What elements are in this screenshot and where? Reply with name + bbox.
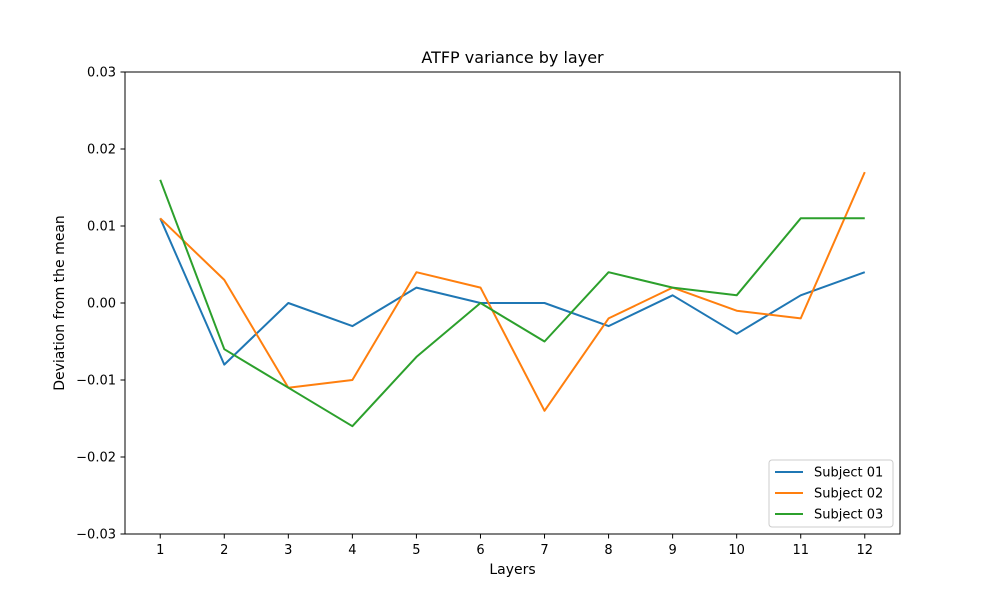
x-tick-label-6: 6: [476, 543, 484, 558]
y-tick-label-1: −0.02: [76, 451, 116, 466]
y-tick-label-0: −0.03: [76, 528, 116, 543]
series-line-2: [159, 171, 866, 412]
legend-label-3: Subject 03: [814, 508, 883, 523]
y-axis-label: Deviation from the mean: [52, 215, 68, 391]
x-axis-label: Layers: [489, 562, 535, 578]
x-tick-label-8: 8: [604, 543, 612, 558]
series-line-1: [159, 217, 866, 366]
y-tick-label-2: −0.01: [76, 374, 116, 389]
x-tick-label-9: 9: [668, 543, 676, 558]
y-tick-label-6: 0.03: [87, 66, 116, 81]
legend-box: [768, 459, 894, 528]
x-tick-label-4: 4: [348, 543, 356, 558]
x-tick-label-7: 7: [540, 543, 548, 558]
series-line-3: [159, 179, 865, 428]
legend: Subject 01 Subject 02 Subject 03: [768, 459, 894, 528]
y-tick-label-4: 0.01: [87, 220, 116, 235]
x-tick-label-10: 10: [728, 543, 745, 558]
y-tick-label-5: 0.02: [87, 143, 116, 158]
x-tick-label-2: 2: [220, 543, 228, 558]
x-tick-label-1: 1: [156, 543, 164, 558]
legend-label-1: Subject 01: [814, 466, 883, 481]
y-tick-label-3: 0.00: [87, 297, 116, 312]
axes: 1 2 3 4 5 6 7 8 9 10 11 12−0.03−0.02−0.010.000.010.…: [76, 66, 901, 558]
x-tick-label-5: 5: [412, 543, 420, 558]
x-tick-label-11: 11: [792, 543, 809, 558]
x-tick-label-3: 3: [284, 543, 292, 558]
legend-label-2: Subject 02: [814, 487, 883, 502]
plot-area: [159, 171, 866, 428]
chart-title: ATFP variance by layer: [421, 48, 604, 67]
x-tick-label-12: 12: [856, 543, 873, 558]
